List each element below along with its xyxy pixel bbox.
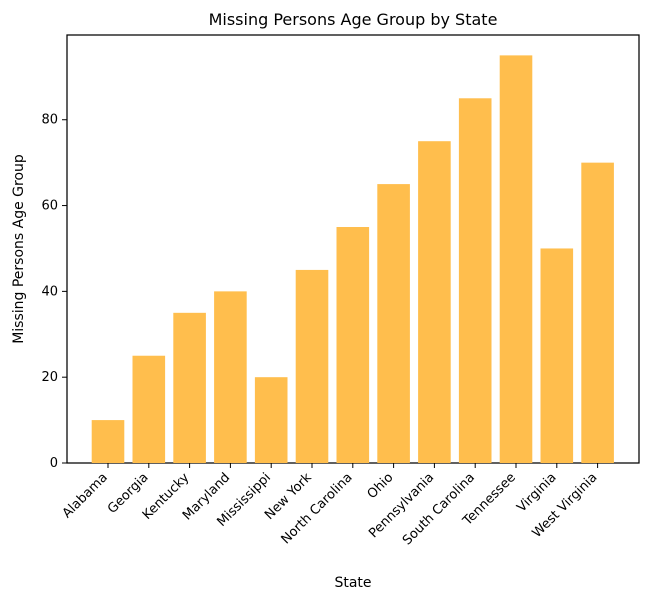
y-tick-label: 40 bbox=[41, 284, 58, 299]
x-axis: AlabamaGeorgiaKentuckyMarylandMississipp… bbox=[60, 463, 600, 548]
bar-tennessee bbox=[499, 55, 533, 463]
x-axis-label: State bbox=[334, 575, 371, 591]
x-tick-label: North Carolina bbox=[279, 470, 356, 547]
bar-south-carolina bbox=[458, 98, 492, 463]
y-axis-label: Missing Persons Age Group bbox=[11, 154, 27, 344]
y-axis: 0 20 40 60 80 bbox=[41, 113, 67, 471]
x-tick-label: South Carolina bbox=[400, 470, 478, 548]
y-tick-label: 80 bbox=[41, 113, 58, 128]
x-tick-label: Ohio bbox=[365, 470, 397, 502]
bars-group bbox=[91, 55, 614, 463]
bar-virginia bbox=[540, 248, 574, 463]
bar-maryland bbox=[214, 291, 247, 463]
bar-georgia bbox=[132, 355, 166, 463]
x-tick-label: Alabama bbox=[60, 470, 111, 521]
bar-new-york bbox=[295, 269, 329, 463]
bar-west-virginia bbox=[581, 162, 614, 463]
chart-title: Missing Persons Age Group by State bbox=[209, 10, 498, 29]
y-tick-label: 20 bbox=[41, 370, 58, 385]
y-tick-label: 0 bbox=[50, 456, 58, 471]
bar-pennsylvania bbox=[418, 141, 451, 463]
bar-mississippi bbox=[254, 377, 288, 463]
y-tick-label: 60 bbox=[41, 199, 58, 214]
bar-alabama bbox=[91, 420, 125, 463]
bar-kentucky bbox=[173, 312, 206, 463]
bar-ohio bbox=[377, 184, 410, 463]
bar-north-carolina bbox=[336, 227, 370, 463]
